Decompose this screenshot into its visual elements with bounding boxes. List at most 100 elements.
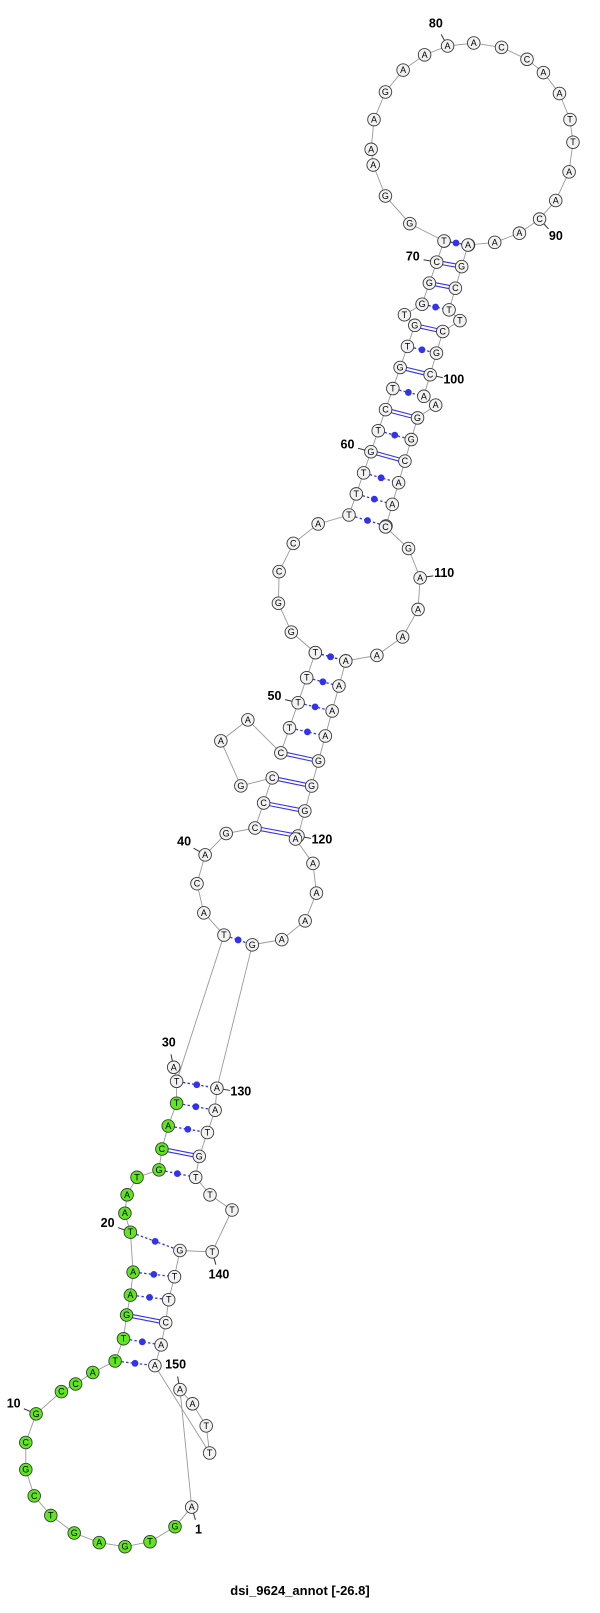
svg-text:C: C [290,538,297,548]
svg-text:T: T [203,1421,209,1431]
svg-text:A: A [540,68,546,78]
svg-text:G: G [315,756,322,766]
svg-text:A: A [433,400,439,410]
svg-text:G: G [155,1165,162,1175]
svg-text:T: T [390,384,396,394]
svg-text:G: G [171,1522,178,1532]
svg-text:T: T [375,426,381,436]
svg-text:A: A [212,1105,218,1115]
svg-text:T: T [121,1334,127,1344]
svg-text:A: A [516,228,522,238]
svg-text:C: C [162,1318,169,1328]
svg-text:80: 80 [429,17,443,31]
svg-text:G: G [196,1151,203,1161]
svg-text:150: 150 [165,1358,186,1372]
svg-text:T: T [112,1356,118,1366]
svg-text:C: C [440,326,447,336]
svg-text:G: G [458,262,465,272]
svg-text:T: T [205,1128,211,1138]
svg-text:C: C [524,54,531,64]
svg-text:C: C [72,1379,79,1389]
svg-text:A: A [445,41,451,51]
svg-text:C: C [382,522,389,532]
svg-text:120: 120 [311,832,332,846]
svg-text:T: T [402,310,408,320]
svg-text:T: T [304,673,310,683]
svg-text:G: G [176,1246,183,1256]
svg-text:A: A [127,1290,133,1300]
svg-text:20: 20 [101,1216,115,1230]
svg-text:90: 90 [549,229,563,243]
svg-text:A: A [201,908,207,918]
svg-text:A: A [417,573,423,583]
svg-text:C: C [498,42,505,52]
svg-text:G: G [237,781,244,791]
svg-text:G: G [397,362,404,372]
svg-text:T: T [295,698,301,708]
svg-text:130: 130 [230,1084,251,1098]
svg-text:A: A [177,1385,183,1395]
svg-text:C: C [31,1491,38,1501]
svg-text:A: A [566,167,572,177]
svg-text:G: G [408,435,415,445]
svg-text:A: A [368,144,374,154]
svg-text:A: A [371,115,377,125]
svg-text:A: A [302,916,308,926]
svg-text:A: A [202,850,208,860]
svg-text:A: A [421,391,427,401]
svg-text:A: A [343,656,349,666]
svg-text:G: G [123,1310,130,1320]
svg-text:T: T [405,341,411,351]
svg-text:T: T [361,468,367,478]
svg-text:T: T [128,1227,134,1237]
svg-text:100: 100 [443,372,464,386]
svg-text:G: G [367,447,374,457]
svg-text:50: 50 [268,689,282,703]
svg-text:A: A [389,499,395,509]
svg-text:G: G [406,219,413,229]
svg-text:40: 40 [177,835,191,849]
svg-text:A: A [422,50,428,60]
svg-text:G: G [33,1409,40,1419]
svg-text:A: A [465,240,471,250]
svg-text:G: G [433,348,440,358]
svg-text:T: T [134,1172,140,1182]
svg-text:A: A [315,519,321,529]
svg-text:A: A [130,1267,136,1277]
svg-text:C: C [269,773,276,783]
svg-text:A: A [396,478,402,488]
svg-text:A: A [400,65,406,75]
svg-text:A: A [245,715,251,725]
svg-text:70: 70 [406,250,420,264]
svg-text:A: A [556,89,562,99]
svg-text:A: A [336,681,342,691]
svg-text:G: G [414,413,421,423]
svg-text:10: 10 [7,1396,21,1410]
svg-text:A: A [214,1083,220,1093]
svg-text:G: G [249,940,256,950]
svg-text:G: G [382,191,389,201]
svg-text:T: T [174,1076,180,1086]
svg-text:T: T [457,316,463,326]
svg-text:T: T [354,489,360,499]
svg-text:T: T [446,305,452,315]
svg-text:G: G [411,320,418,330]
svg-text:A: A [218,736,224,746]
svg-text:1: 1 [195,1522,202,1536]
svg-text:G: G [382,87,389,97]
svg-text:T: T [570,137,576,147]
svg-text:C: C [260,798,267,808]
svg-text:T: T [207,1190,213,1200]
svg-text:G: G [301,806,308,816]
svg-text:A: A [329,706,335,716]
svg-text:G: G [121,1542,128,1552]
svg-text:C: C [278,748,285,758]
svg-text:T: T [209,1247,215,1257]
svg-text:T: T [313,648,319,658]
svg-text:G: G [426,278,433,288]
svg-text:A: A [400,632,406,642]
svg-text:G: G [22,1465,29,1475]
svg-text:A: A [189,1399,195,1409]
svg-text:A: A [279,935,285,945]
svg-text:A: A [165,1121,171,1131]
